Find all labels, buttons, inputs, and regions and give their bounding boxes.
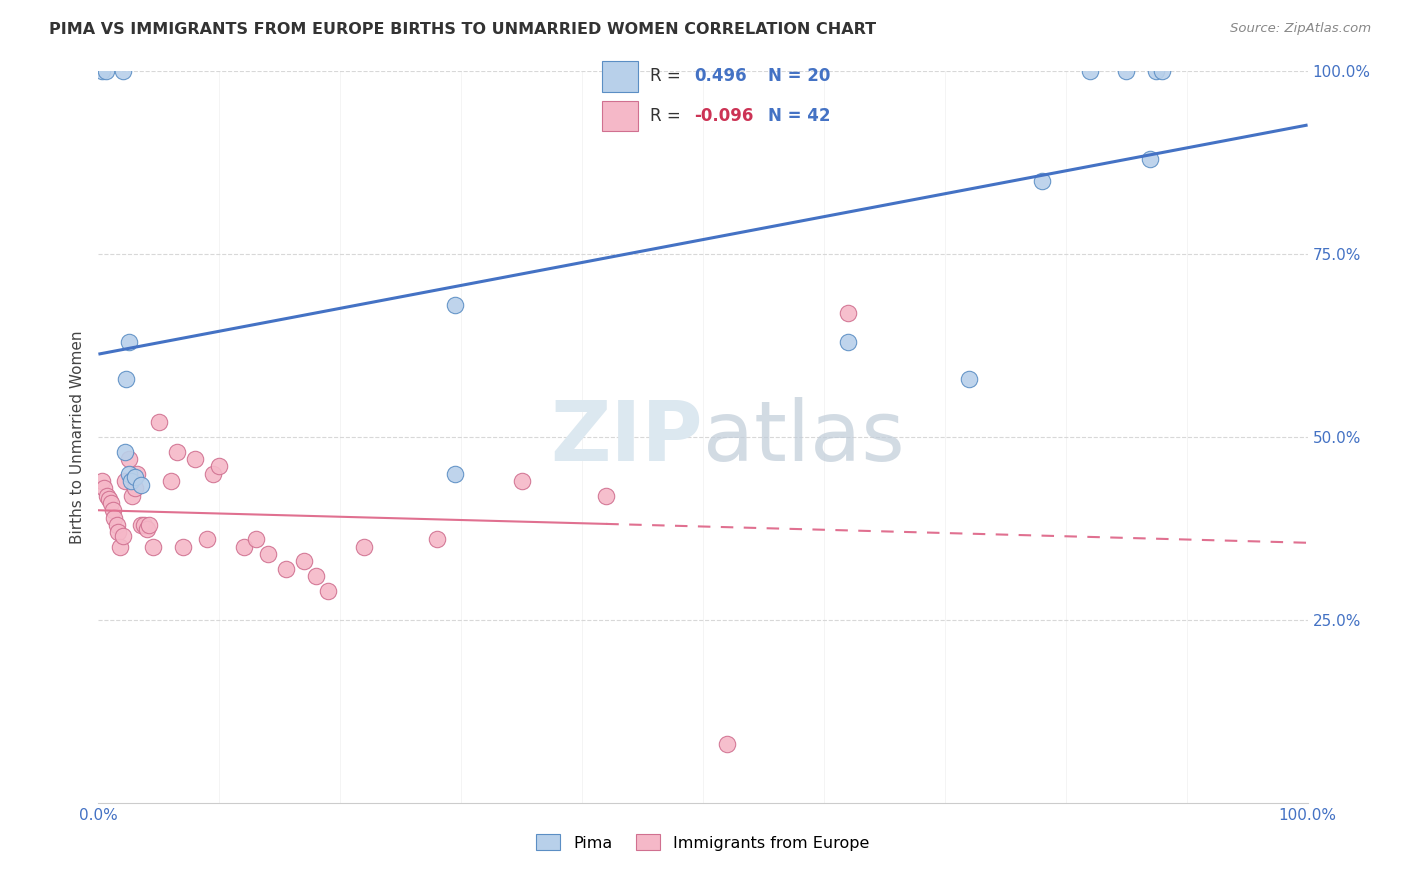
Point [716, 737, 738, 751]
Bar [602, 101, 638, 131]
Point [184, 452, 207, 467]
Text: N = 20: N = 20 [768, 68, 830, 86]
Point [1031, 174, 1053, 188]
Legend: Pima, Immigrants from Europe: Pima, Immigrants from Europe [530, 828, 876, 857]
Text: 0.496: 0.496 [695, 68, 747, 86]
Point [208, 459, 231, 474]
Point [232, 540, 254, 554]
Point [115, 371, 138, 385]
Point [353, 540, 375, 554]
Point [111, 64, 134, 78]
Point [1152, 64, 1174, 78]
Point [1078, 64, 1101, 78]
Point [444, 298, 467, 312]
Point [837, 334, 859, 349]
Point [114, 474, 136, 488]
Point [107, 525, 129, 540]
Point [111, 529, 134, 543]
Point [118, 452, 141, 467]
Point [127, 467, 149, 481]
Point [172, 540, 194, 554]
Text: PIMA VS IMMIGRANTS FROM EUROPE BIRTHS TO UNMARRIED WOMEN CORRELATION CHART: PIMA VS IMMIGRANTS FROM EUROPE BIRTHS TO… [49, 22, 876, 37]
Point [837, 306, 859, 320]
Bar [602, 62, 638, 92]
Point [444, 467, 467, 481]
Point [108, 540, 131, 554]
Point [121, 489, 143, 503]
Point [94, 64, 117, 78]
Point [1115, 64, 1137, 78]
Point [138, 517, 160, 532]
Point [118, 467, 141, 481]
Point [134, 517, 156, 532]
Point [118, 334, 141, 349]
Point [510, 474, 533, 488]
Text: Source: ZipAtlas.com: Source: ZipAtlas.com [1230, 22, 1371, 36]
Point [957, 371, 980, 385]
Point [98, 492, 121, 507]
Point [93, 481, 115, 495]
Point [160, 474, 183, 488]
Y-axis label: Births to Unmarried Women: Births to Unmarried Women [70, 330, 86, 544]
Point [103, 510, 125, 524]
Point [96, 489, 118, 503]
Point [91, 64, 114, 78]
Text: N = 42: N = 42 [768, 107, 830, 125]
Point [256, 547, 278, 561]
Point [195, 533, 218, 547]
Point [426, 533, 449, 547]
Point [305, 569, 328, 583]
Point [129, 517, 152, 532]
Point [1139, 152, 1161, 166]
Point [274, 562, 297, 576]
Point [148, 416, 170, 430]
Point [316, 583, 339, 598]
Point [105, 517, 128, 532]
Text: R =: R = [650, 68, 686, 86]
Text: R =: R = [650, 107, 686, 125]
Point [245, 533, 267, 547]
Point [292, 554, 315, 568]
Point [124, 470, 146, 484]
Point [202, 467, 225, 481]
Point [135, 521, 157, 535]
Point [1146, 64, 1168, 78]
Point [142, 540, 165, 554]
Point [120, 474, 142, 488]
Point [101, 503, 124, 517]
Point [100, 496, 122, 510]
Text: atlas: atlas [703, 397, 904, 477]
Point [166, 444, 188, 458]
Point [595, 489, 617, 503]
Point [114, 444, 136, 458]
Point [91, 474, 114, 488]
Point [124, 481, 146, 495]
Text: ZIP: ZIP [551, 397, 703, 477]
Point [129, 477, 152, 491]
Text: -0.096: -0.096 [695, 107, 754, 125]
